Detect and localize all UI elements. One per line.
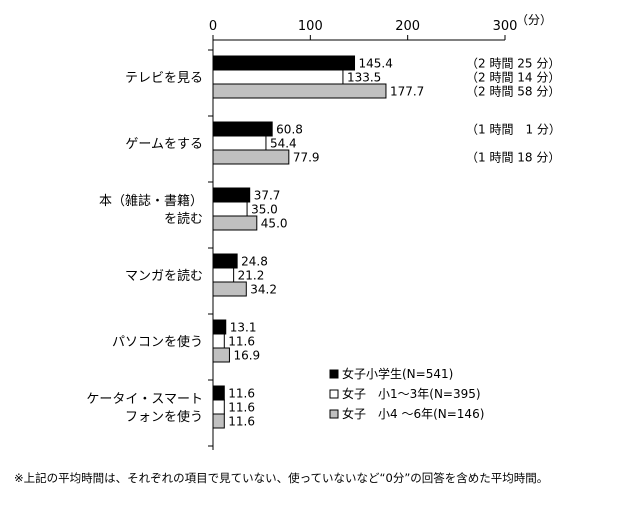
value-label-series0-cat2: 37.7	[254, 189, 281, 203]
time-annotation-2: （2 時間 58 分）	[466, 85, 560, 99]
bar-series1-cat4	[212, 333, 225, 349]
category-label-2-line-0: 本（雑誌・書籍）	[99, 193, 203, 209]
bar-series1-cat3	[212, 267, 235, 283]
value-label-series1-cat1: 54.4	[270, 137, 297, 151]
value-label-series2-cat1: 77.9	[293, 151, 320, 165]
value-label-series0-cat4: 13.1	[230, 321, 257, 335]
x-tick-label-3: 300	[493, 19, 518, 34]
value-label-series2-cat4: 16.9	[233, 349, 260, 363]
bar-series1-cat5	[212, 399, 225, 415]
bar-series1-cat1	[212, 135, 267, 151]
time-annotation-3: （1 時間 1 分）	[466, 123, 561, 137]
bar-series0-cat0	[212, 55, 356, 71]
value-label-series1-cat4: 11.6	[228, 335, 255, 349]
value-label-series2-cat2: 45.0	[261, 217, 288, 231]
value-label-series0-cat5: 11.6	[228, 387, 255, 401]
value-label-series0-cat1: 60.8	[276, 123, 303, 137]
legend-swatch-2	[329, 409, 339, 419]
legend-label-2: 女子 小4 ～6年(N=146)	[342, 406, 484, 421]
value-label-series2-cat0: 177.7	[390, 85, 424, 99]
bar-series0-cat1	[212, 121, 273, 137]
category-label-5-line-0: ケータイ・スマート	[86, 392, 203, 407]
value-label-series0-cat3: 24.8	[241, 255, 268, 269]
time-annotation-1: （2 時間 14 分）	[466, 71, 560, 85]
value-label-series2-cat3: 34.2	[250, 283, 277, 297]
legend-swatch-0	[329, 369, 339, 379]
bar-series2-cat3	[212, 281, 247, 297]
bar-series1-cat0	[212, 69, 344, 85]
value-label-series1-cat2: 35.0	[251, 203, 278, 217]
value-label-series1-cat0: 133.5	[347, 71, 381, 85]
bar-series2-cat0	[212, 83, 387, 99]
category-label-4: パソコンを使う	[112, 334, 203, 350]
value-label-series2-cat5: 11.6	[228, 415, 255, 429]
bar-series0-cat4	[212, 319, 227, 335]
value-label-series1-cat5: 11.6	[228, 401, 255, 415]
legend-swatch-1	[329, 389, 339, 399]
bar-series0-cat5	[212, 385, 225, 401]
bar-series2-cat1	[212, 149, 290, 165]
footnote: ※上記の平均時間は、それぞれの項目で見ていない、使っていないなど“0分”の回答を…	[14, 471, 549, 485]
legend-label-0: 女子小学生(N=541)	[342, 366, 453, 381]
bar-series0-cat2	[212, 187, 251, 203]
bar-series1-cat2	[212, 201, 248, 217]
x-tick-label-1: 100	[298, 19, 323, 34]
bar-series2-cat4	[212, 347, 230, 363]
bar-series2-cat2	[212, 215, 258, 231]
x-tick-label-2: 200	[395, 19, 420, 34]
category-label-0: テレビを見る	[125, 71, 203, 86]
x-unit-label: （分）	[516, 13, 552, 27]
category-label-2-line-1: を読む	[164, 211, 203, 227]
bar-series2-cat5	[212, 413, 225, 429]
category-label-5-line-1: フォンを使う	[125, 409, 203, 425]
category-label-1: ゲームをする	[125, 137, 203, 152]
value-label-series0-cat0: 145.4	[359, 57, 393, 71]
x-tick-label-0: 0	[209, 19, 217, 34]
time-annotation-0: （2 時間 25 分）	[466, 57, 560, 71]
value-label-series1-cat3: 21.2	[238, 269, 265, 283]
bar-series0-cat3	[212, 253, 238, 269]
legend-label-1: 女子 小1～3年(N=395)	[342, 386, 481, 401]
time-annotation-4: （1 時間 18 分）	[466, 151, 560, 165]
category-label-3: マンガを読む	[125, 268, 203, 284]
